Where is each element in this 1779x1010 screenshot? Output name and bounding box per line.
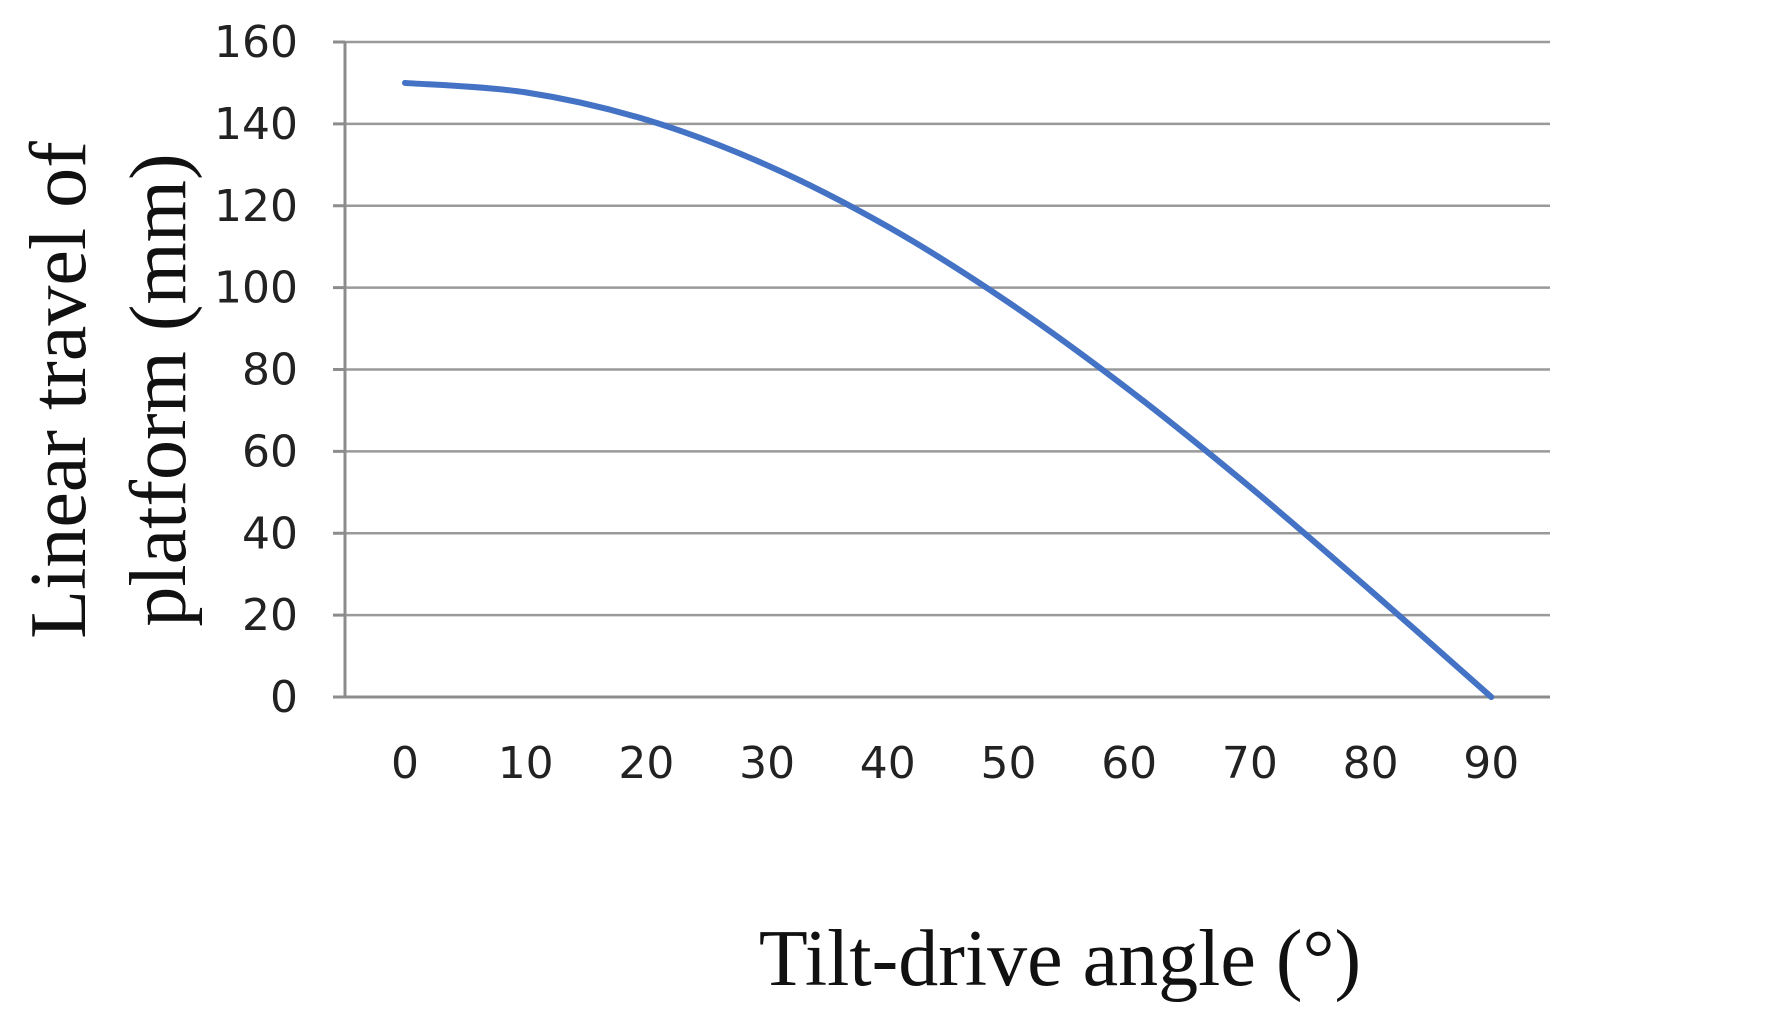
y-tick-label: 40 — [242, 508, 298, 559]
y-tick-labels: 0 20 40 60 80 100 120 140 160 — [214, 17, 298, 723]
x-axis-title: Tilt-drive angle (°) — [759, 915, 1361, 1003]
x-tick-label: 0 — [391, 738, 419, 789]
y-tick-label: 20 — [242, 590, 298, 641]
series-layer — [402, 79, 1495, 700]
y-axis-title: Linear travel of platform (mm) — [15, 141, 203, 639]
x-tick-label: 50 — [981, 738, 1037, 789]
x-tick-label: 90 — [1463, 738, 1519, 789]
y-tick-label: 80 — [242, 345, 298, 396]
axes — [333, 40, 1550, 699]
gridlines — [345, 40, 1550, 617]
y-axis-title-line-1: Linear travel of — [15, 141, 103, 639]
y-axis-title-line-2: platform (mm) — [115, 153, 203, 626]
y-tick-label: 160 — [214, 17, 298, 68]
plot-area — [333, 40, 1550, 700]
x-tick-label: 10 — [498, 738, 554, 789]
x-tick-label: 20 — [618, 738, 674, 789]
x-tick-label: 40 — [860, 738, 916, 789]
x-tick-label: 60 — [1101, 738, 1157, 789]
x-tick-label: 80 — [1343, 738, 1399, 789]
x-tick-label: 70 — [1222, 738, 1278, 789]
x-tick-labels: 0 10 20 30 40 50 60 70 80 90 — [391, 738, 1519, 789]
y-tick-label: 140 — [214, 99, 298, 150]
x-tick-label: 30 — [739, 738, 795, 789]
y-tick-label: 0 — [270, 672, 298, 723]
y-tick-label: 120 — [214, 181, 298, 232]
y-tick-label: 60 — [242, 426, 298, 477]
series-line — [402, 79, 1495, 700]
y-tick-label: 100 — [214, 263, 298, 314]
